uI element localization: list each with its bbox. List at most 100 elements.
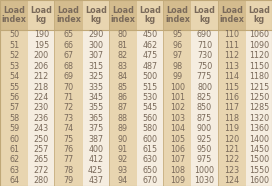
Bar bbox=[28, 0, 54, 30]
Text: 120: 120 bbox=[224, 135, 239, 144]
Text: 1360: 1360 bbox=[249, 124, 269, 133]
Text: 1120: 1120 bbox=[249, 51, 269, 60]
Text: Load
index: Load index bbox=[110, 6, 135, 24]
Text: 89: 89 bbox=[118, 124, 128, 133]
Text: 1150: 1150 bbox=[249, 62, 269, 71]
Text: 280: 280 bbox=[34, 176, 49, 185]
Text: 57: 57 bbox=[9, 103, 19, 112]
Text: 1180: 1180 bbox=[249, 72, 269, 81]
Text: 107: 107 bbox=[170, 155, 185, 164]
Text: 60: 60 bbox=[9, 135, 19, 144]
Text: 83: 83 bbox=[118, 62, 128, 71]
Text: 515: 515 bbox=[143, 83, 158, 92]
Text: 690: 690 bbox=[197, 31, 212, 39]
Text: 450: 450 bbox=[143, 31, 158, 39]
Text: 70: 70 bbox=[63, 83, 74, 92]
Bar bbox=[0, 30, 28, 186]
Bar bbox=[83, 30, 109, 186]
Text: 84: 84 bbox=[118, 72, 128, 81]
Text: 315: 315 bbox=[88, 62, 103, 71]
Text: 116: 116 bbox=[224, 93, 239, 102]
Text: 118: 118 bbox=[224, 114, 239, 123]
Text: 54: 54 bbox=[9, 72, 19, 81]
Text: 101: 101 bbox=[170, 93, 185, 102]
Text: 212: 212 bbox=[34, 72, 49, 81]
Text: 92: 92 bbox=[118, 155, 128, 164]
Text: 257: 257 bbox=[34, 145, 49, 154]
Text: 900: 900 bbox=[197, 124, 212, 133]
Text: 82: 82 bbox=[118, 51, 128, 60]
Text: Load
kg: Load kg bbox=[139, 6, 161, 24]
Text: 195: 195 bbox=[34, 41, 49, 50]
Text: 110: 110 bbox=[224, 31, 239, 39]
Text: 462: 462 bbox=[143, 41, 158, 50]
Text: 925: 925 bbox=[197, 135, 212, 144]
Text: 325: 325 bbox=[88, 72, 103, 81]
Text: 290: 290 bbox=[88, 31, 103, 39]
Text: 96: 96 bbox=[172, 41, 183, 50]
Text: 75: 75 bbox=[63, 135, 74, 144]
Text: 730: 730 bbox=[197, 51, 212, 60]
Text: 114: 114 bbox=[224, 72, 239, 81]
Text: 387: 387 bbox=[88, 135, 103, 144]
Text: 112: 112 bbox=[224, 51, 239, 60]
Text: 53: 53 bbox=[9, 62, 19, 71]
Bar bbox=[246, 30, 272, 186]
Text: 200: 200 bbox=[34, 51, 49, 60]
Text: 88: 88 bbox=[118, 114, 128, 123]
Text: 113: 113 bbox=[224, 62, 239, 71]
Text: 64: 64 bbox=[9, 176, 19, 185]
Text: 61: 61 bbox=[9, 145, 19, 154]
Text: 119: 119 bbox=[224, 124, 239, 133]
Bar bbox=[137, 0, 163, 30]
Text: 105: 105 bbox=[170, 135, 185, 144]
Text: 875: 875 bbox=[197, 114, 212, 123]
Text: 475: 475 bbox=[143, 51, 158, 60]
Text: 52: 52 bbox=[9, 51, 19, 60]
Text: 1030: 1030 bbox=[194, 176, 215, 185]
Text: 123: 123 bbox=[224, 166, 239, 175]
Text: 56: 56 bbox=[9, 93, 19, 102]
Text: 1000: 1000 bbox=[194, 166, 215, 175]
Text: 51: 51 bbox=[9, 41, 19, 50]
Text: 487: 487 bbox=[143, 62, 158, 71]
Text: 115: 115 bbox=[224, 83, 239, 92]
Text: 375: 375 bbox=[88, 124, 103, 133]
Text: 975: 975 bbox=[197, 155, 212, 164]
Text: 93: 93 bbox=[118, 166, 128, 175]
Text: 224: 224 bbox=[34, 93, 49, 102]
Text: Load
index: Load index bbox=[219, 6, 244, 24]
Text: 650: 650 bbox=[143, 166, 158, 175]
Text: Load
kg: Load kg bbox=[248, 6, 270, 24]
Text: 1400: 1400 bbox=[249, 135, 269, 144]
Text: 1250: 1250 bbox=[249, 93, 269, 102]
Text: 103: 103 bbox=[170, 114, 185, 123]
Text: 106: 106 bbox=[170, 145, 185, 154]
Text: 66: 66 bbox=[64, 41, 73, 50]
Text: 265: 265 bbox=[34, 155, 49, 164]
Text: 190: 190 bbox=[34, 31, 49, 39]
Text: 90: 90 bbox=[118, 135, 128, 144]
Text: 77: 77 bbox=[63, 155, 74, 164]
Text: 425: 425 bbox=[88, 166, 103, 175]
Text: 72: 72 bbox=[63, 103, 74, 112]
Text: 500: 500 bbox=[143, 72, 158, 81]
Text: 99: 99 bbox=[172, 72, 183, 81]
Text: Load
kg: Load kg bbox=[194, 6, 215, 24]
Bar bbox=[0, 0, 28, 30]
Bar bbox=[54, 30, 83, 186]
Text: Load
index: Load index bbox=[165, 6, 190, 24]
Text: 365: 365 bbox=[88, 114, 103, 123]
Bar bbox=[218, 0, 246, 30]
Text: 102: 102 bbox=[170, 103, 185, 112]
Text: 79: 79 bbox=[63, 176, 74, 185]
Text: 1450: 1450 bbox=[249, 145, 269, 154]
Text: 243: 243 bbox=[34, 124, 49, 133]
Text: Load
kg: Load kg bbox=[30, 6, 52, 24]
Text: 73: 73 bbox=[63, 114, 74, 123]
Bar bbox=[163, 0, 191, 30]
Text: 76: 76 bbox=[63, 145, 74, 154]
Text: 121: 121 bbox=[224, 145, 239, 154]
Text: 111: 111 bbox=[224, 41, 239, 50]
Text: 63: 63 bbox=[9, 166, 19, 175]
